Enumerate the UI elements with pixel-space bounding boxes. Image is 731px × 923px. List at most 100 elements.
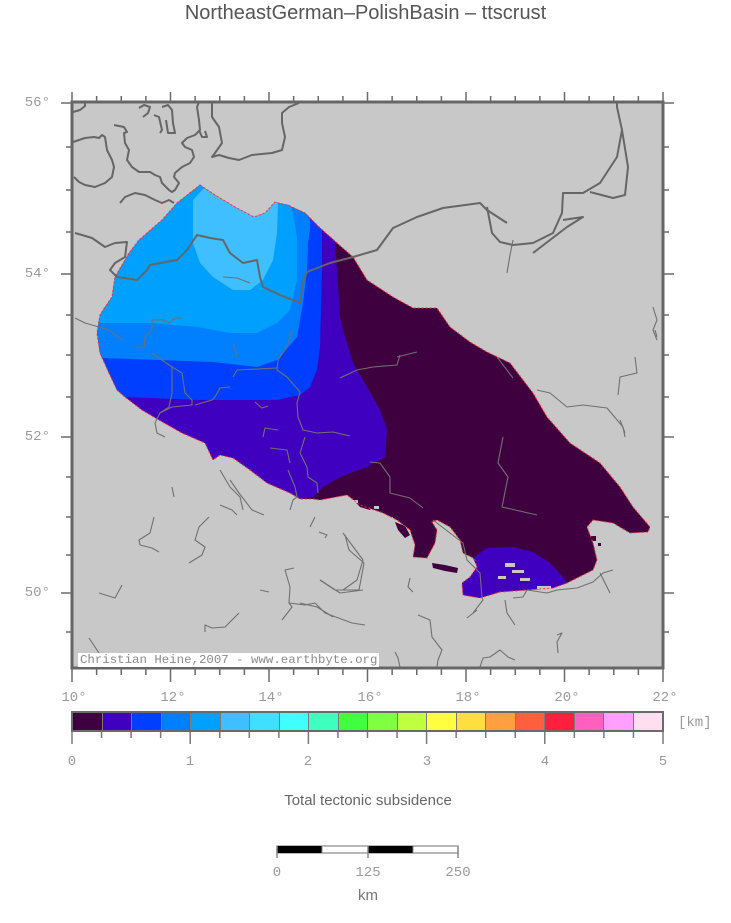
river [259,589,270,593]
river [497,436,538,516]
river [369,461,424,509]
colorbar [71,711,664,732]
colorbar-label-1: 1 [185,754,195,770]
coastline-island [138,104,151,118]
river [151,352,173,438]
lon-label-20: 20° [554,690,580,706]
colorbar-swatch [279,713,309,730]
river [219,504,238,516]
scale-bar-unit: km [358,887,378,904]
hole [498,576,506,579]
colorbar-ticks [71,731,664,744]
river [619,419,626,434]
river [394,651,401,668]
lon-label-12: 12° [160,690,186,706]
colorbar-label-0: 0 [67,754,77,770]
hole [537,586,551,589]
river [654,329,658,338]
colorbar-label-2: 2 [303,754,313,770]
coastline-funen [72,134,115,188]
river [479,649,516,668]
colorbar-swatch [161,713,191,730]
river [254,401,269,409]
fragment [380,505,400,518]
lon-label-18: 18° [455,690,481,706]
river [287,469,298,511]
river [599,572,611,594]
river [299,436,319,494]
colorbar-swatch [397,713,427,730]
coastline-island [153,114,163,134]
hole [505,563,515,567]
river [204,612,240,632]
colorbar-swatch [633,713,662,730]
colorbar-swatch [545,713,575,730]
fragment [432,563,458,573]
river [556,632,563,654]
lon-label-22: 22° [652,690,678,706]
map-content [72,102,658,668]
lon-label-10: 10° [61,690,87,706]
fragment [598,543,601,546]
fragment [590,536,596,541]
river [309,516,316,528]
river [98,584,123,599]
river [74,317,123,341]
colorbar-label-4: 4 [540,754,550,770]
rivers [74,239,658,668]
coastline-lolland [119,192,175,204]
river [281,567,295,621]
colorbar-label-5: 5 [658,754,668,770]
river [299,602,334,618]
colorbar-swatch [309,713,339,730]
river [504,599,516,626]
hole [520,578,530,581]
river [194,386,231,406]
coastlines [72,102,629,304]
lat-label-52: 52° [24,429,50,445]
river-oder [276,329,351,437]
colorbar-swatch [191,713,221,730]
colorbar-swatch [456,713,486,730]
coastline-island [161,104,176,134]
river [159,366,193,414]
lat-label-54: 54° [24,266,50,282]
coastline-vistula-lagoon [486,102,623,246]
coastline-zealand [113,102,201,193]
river [219,469,244,511]
scale-bar-segment-black [368,846,413,853]
river [262,427,279,438]
colorbar-swatch [73,713,103,730]
coastline-baltic-south [74,202,508,304]
river [396,351,418,358]
river [342,532,364,591]
colorbar-swatch [102,713,132,730]
colorbar-swatch [250,713,280,730]
colorbar-swatch [427,713,457,730]
river [432,519,484,614]
colorbar-swatch [515,713,545,730]
scale-bar-label-250: 250 [445,865,471,881]
lon-label-14: 14° [258,690,284,706]
river [407,577,414,593]
colorbar-swatch [368,713,398,730]
river [466,609,478,619]
river [232,342,238,358]
colorbar-unit: [km] [678,715,712,731]
river [222,276,251,284]
river [506,239,514,274]
colorbar-swatch [220,713,250,730]
axis-ticks [61,92,674,682]
colorbar-label-3: 3 [422,754,432,770]
river [188,516,210,564]
river [135,320,153,348]
hole [512,570,524,573]
river [288,602,366,626]
colorbar-swatch [486,713,516,730]
lat-label-50: 50° [24,585,50,601]
edge-fragments [347,493,601,573]
river [652,306,658,341]
river [319,579,364,594]
coastline-curonian-lagoon [589,129,629,199]
